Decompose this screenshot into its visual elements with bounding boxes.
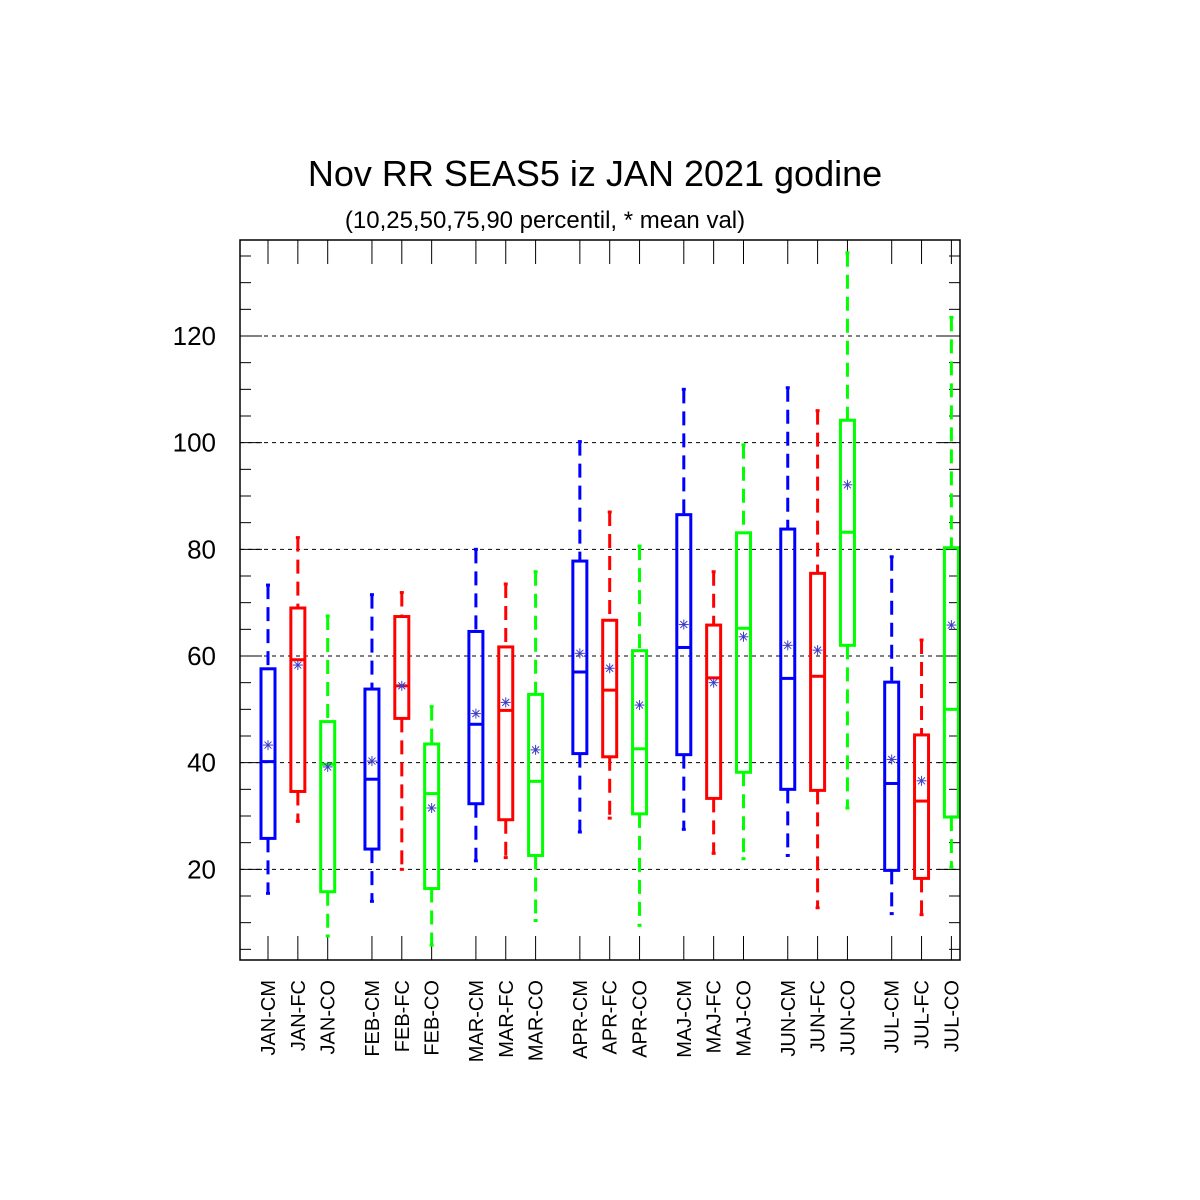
iqr-box (467, 629, 485, 806)
mean-marker (427, 804, 436, 812)
box-jun-cm (779, 386, 797, 857)
box-jul-fc (913, 638, 931, 917)
iqr-box (259, 667, 277, 840)
x-tick-label: FEB-CM (362, 980, 384, 1057)
iqr-box (735, 531, 752, 774)
box-mar-co (527, 570, 545, 923)
x-tick-label: JUL-CO (941, 980, 963, 1052)
box-apr-co (631, 544, 649, 927)
mean-marker (709, 678, 718, 687)
chart-title: Nov RR SEAS5 iz JAN 2021 godine (308, 153, 882, 194)
iqr-box (913, 733, 931, 880)
x-tick-label: FEB-FC (392, 980, 414, 1052)
box-maj-co (735, 443, 752, 861)
x-tick-label: MAJ-CM (674, 980, 696, 1058)
iqr-box (942, 546, 960, 819)
box-mar-fc (497, 582, 515, 860)
mean-marker (575, 649, 584, 658)
iqr-box (527, 692, 545, 857)
x-tick-label: APR-CM (570, 980, 592, 1059)
iqr-box (497, 645, 515, 822)
mean-marker (887, 755, 896, 764)
x-axis-tick-labels: JAN-CM JAN-FC JAN-CO FEB-CM FEB-FC FEB-CO MAR-… (258, 980, 963, 1062)
box-feb-fc (393, 591, 411, 871)
box-jun-fc (809, 409, 827, 910)
iqr-box (571, 559, 589, 756)
box-apr-fc (601, 510, 619, 820)
mean-marker (739, 632, 748, 641)
x-tick-label: JAN-FC (288, 980, 310, 1051)
iqr-box (705, 623, 723, 800)
iqr-box (601, 618, 619, 759)
mean-marker (323, 763, 332, 771)
x-tick-label: MAR-FC (496, 980, 518, 1058)
y-tick-label: 120 (173, 321, 216, 351)
iqr-box (779, 527, 797, 791)
x-tick-label: MAR-CM (466, 980, 488, 1062)
mean-marker (917, 776, 926, 785)
gridlines (240, 335, 960, 870)
mean-marker (947, 621, 956, 629)
x-tick-label: MAJ-FC (704, 980, 726, 1053)
y-tick-label: 100 (173, 428, 216, 458)
x-tick-label: JUL-CM (882, 980, 904, 1053)
iqr-box (289, 606, 307, 793)
y-tick-label: 40 (187, 748, 216, 778)
mean-marker (783, 641, 792, 650)
mean-marker (635, 701, 644, 709)
mean-marker (368, 757, 376, 765)
plot-frame (239, 239, 961, 961)
x-tick-label: MAJ-CO (734, 980, 756, 1057)
mean-marker (813, 646, 822, 654)
x-tick-label: JUN-CM (778, 980, 800, 1057)
mean-marker (397, 682, 406, 690)
mean-marker (605, 664, 614, 673)
x-tick-label: APR-CO (630, 980, 652, 1058)
axis-ticks (240, 240, 960, 960)
mean-marker (293, 661, 302, 669)
x-tick-label: JUL-FC (912, 980, 934, 1049)
iqr-box (675, 513, 693, 757)
box-feb-cm (363, 593, 381, 903)
box-maj-fc (705, 570, 723, 855)
mean-marker (679, 620, 688, 629)
box-apr-cm (571, 440, 589, 834)
iqr-box (319, 720, 337, 894)
x-tick-label: FEB-CO (422, 980, 444, 1056)
x-tick-label: JAN-CO (318, 980, 340, 1054)
box-mar-cm (467, 547, 485, 863)
box-jan-fc (289, 536, 307, 823)
box-jan-co (319, 614, 337, 938)
box-feb-co (423, 705, 441, 947)
mean-marker (531, 746, 540, 754)
iqr-box (393, 615, 411, 720)
mean-marker (264, 741, 272, 749)
box-jul-co (942, 315, 960, 869)
y-tick-label: 20 (187, 854, 216, 884)
box-maj-cm (675, 387, 693, 831)
box-jan-cm (259, 583, 277, 895)
mean-marker (472, 709, 480, 718)
y-tick-label: 60 (187, 641, 216, 671)
x-tick-label: JUN-FC (808, 980, 830, 1052)
boxes (259, 251, 960, 947)
box-jul-cm (883, 555, 901, 916)
iqr-box (883, 680, 901, 872)
x-tick-label: JAN-CM (258, 980, 280, 1056)
x-tick-label: APR-FC (600, 980, 622, 1054)
mean-marker (501, 698, 510, 707)
iqr-box (631, 649, 649, 816)
iqr-box (423, 742, 441, 891)
chart-subtitle: (10,25,50,75,90 percentil, * mean val) (345, 207, 745, 234)
mean-marker (843, 480, 852, 489)
x-tick-label: MAR-CO (526, 980, 548, 1061)
y-tick-label: 80 (187, 534, 216, 564)
y-axis-tick-labels: 20 40 60 80 100 120 (173, 321, 216, 884)
x-tick-label: JUN-CO (837, 980, 859, 1056)
box-jun-co (838, 251, 856, 810)
iqr-box (809, 571, 827, 792)
iqr-box (363, 687, 381, 851)
